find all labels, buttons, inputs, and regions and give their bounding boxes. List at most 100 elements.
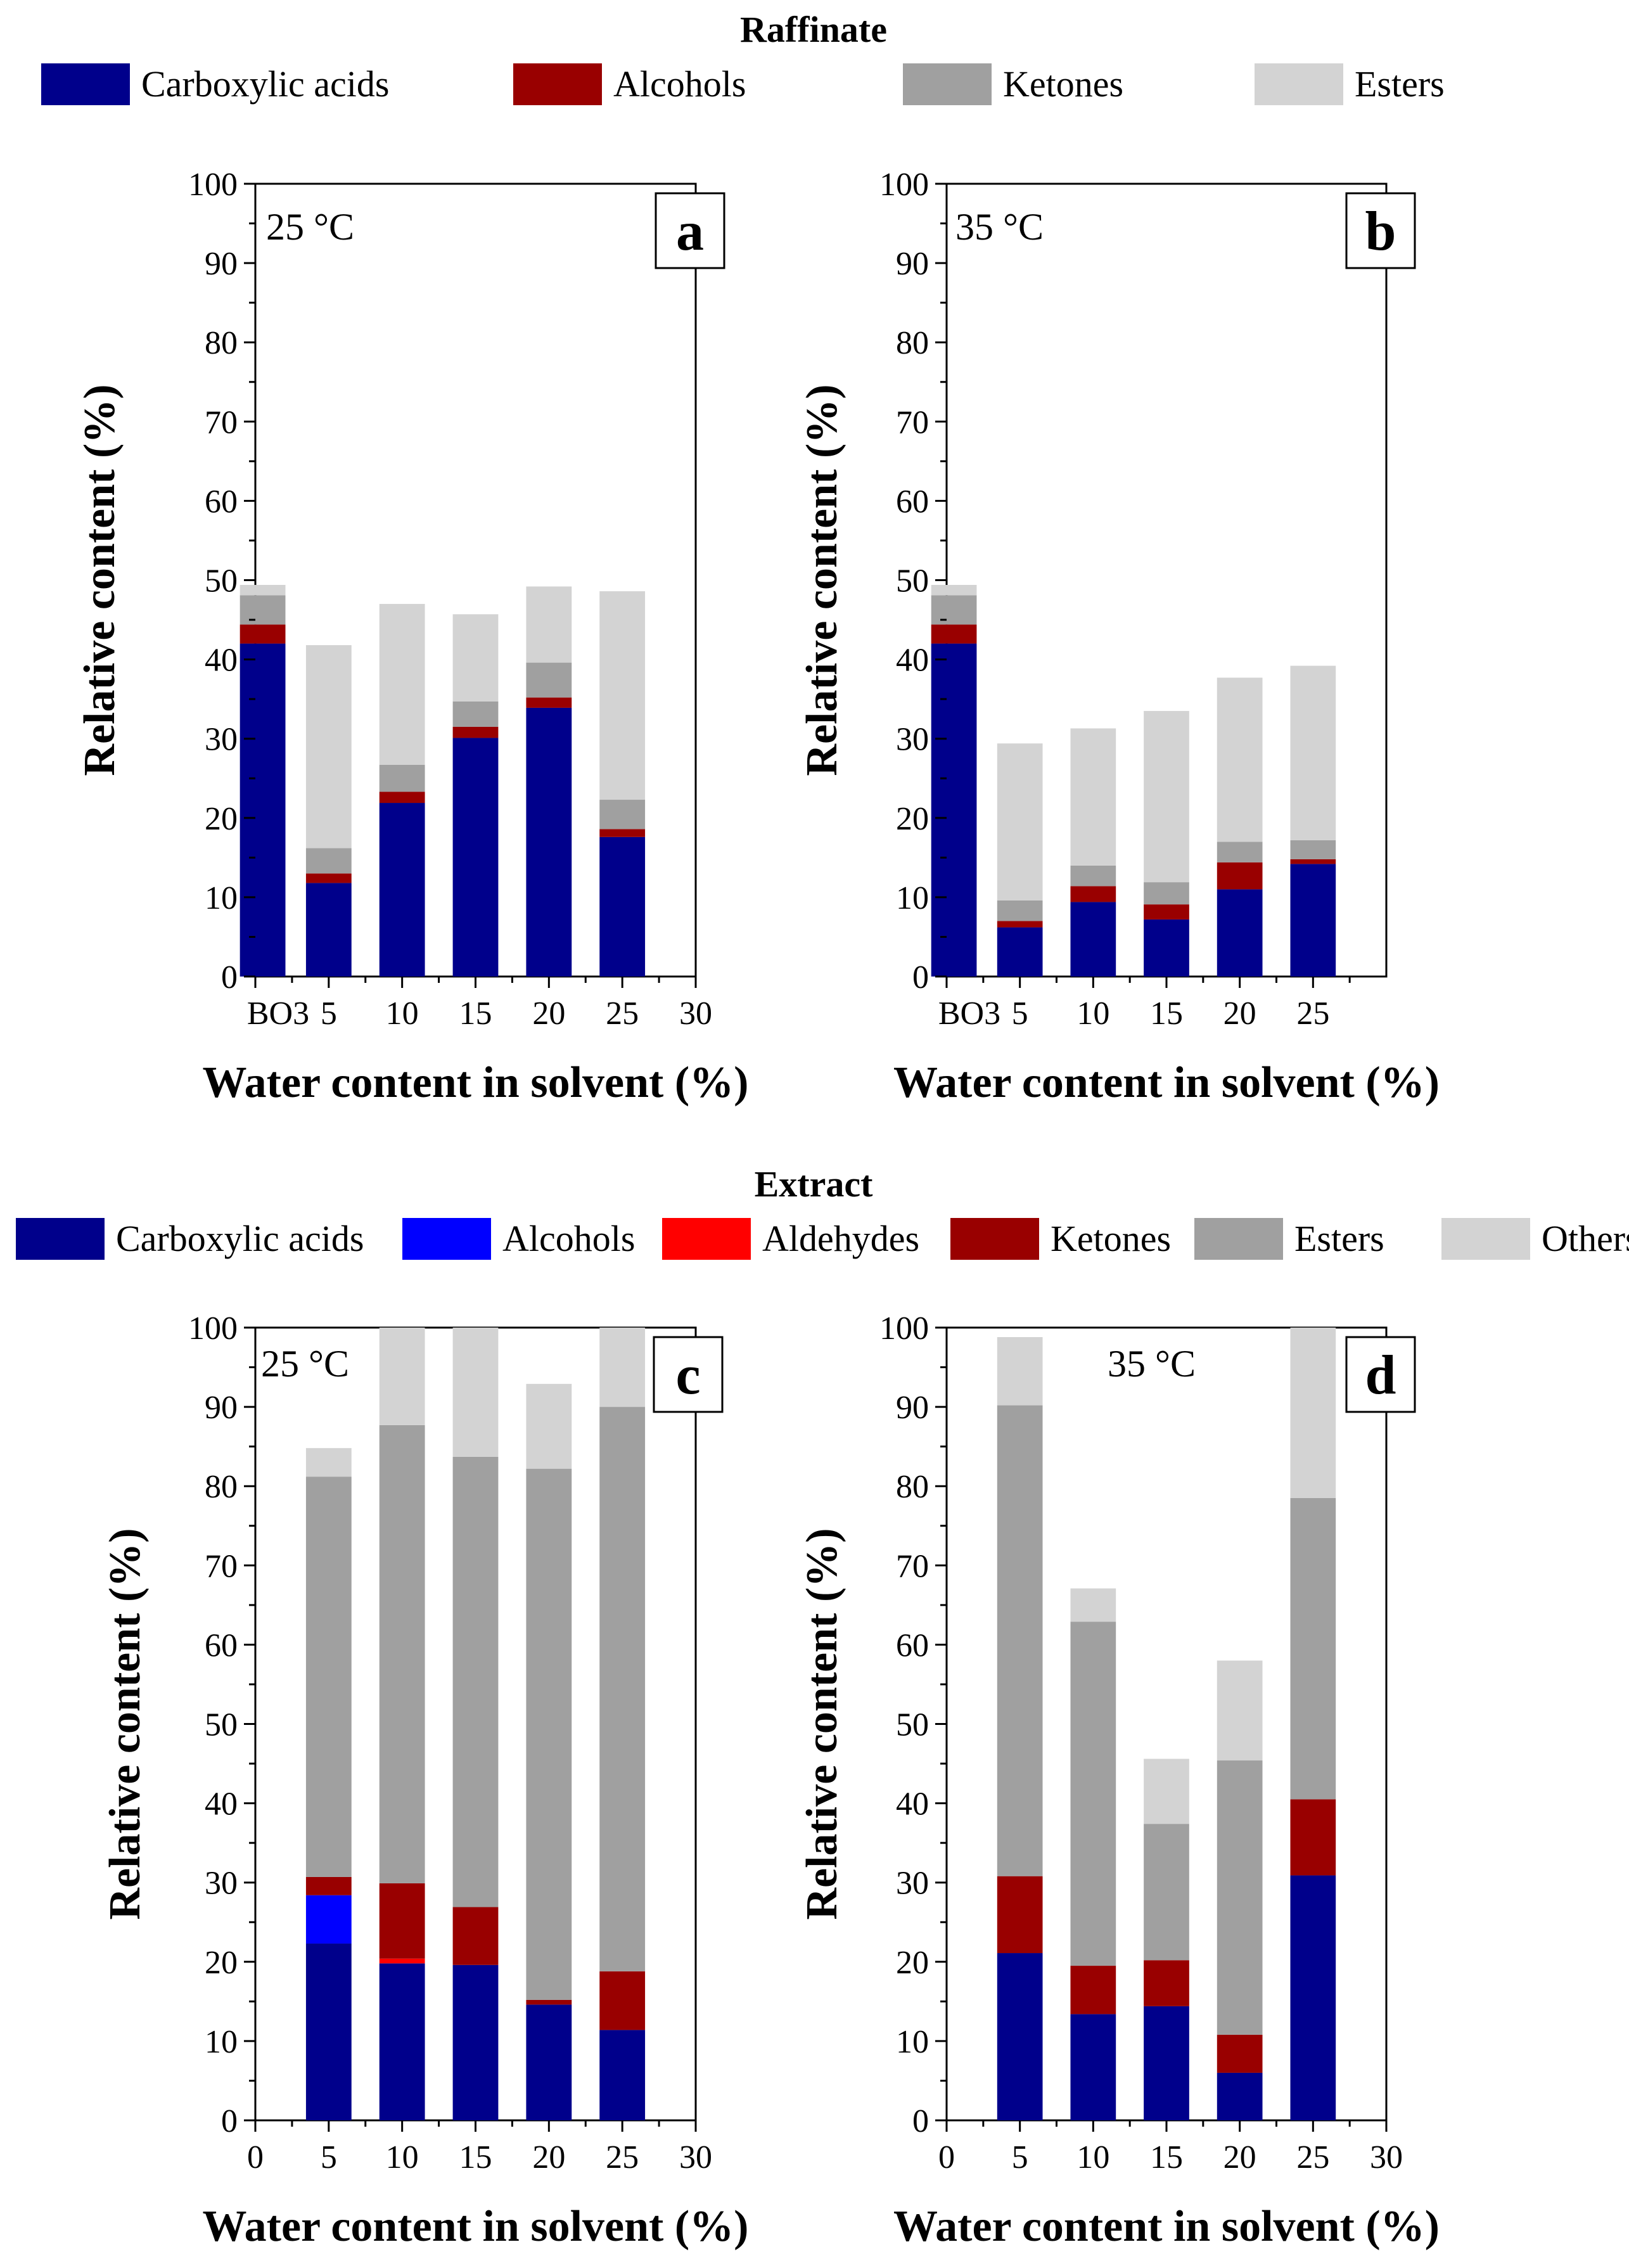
x-tick-label: 15 [459,2139,492,2175]
y-tick-label: 90 [896,246,929,282]
y-axis-title: Relative content (%) [798,1528,846,1919]
bar-segment-esters-25 [599,591,646,800]
panel-letter: b [1365,201,1396,262]
temperature-label: 35 °C [955,206,1044,248]
y-tick-label: 0 [912,2103,929,2139]
bar-segment-alcohols-10 [379,791,425,804]
temperature-label: 35 °C [1108,1343,1196,1385]
bar-segment-carboxylic-acids-25 [1290,864,1336,977]
x-tick-label: 10 [386,2139,419,2175]
y-tick-label: 30 [896,722,929,758]
legend-label-alcohols: Alcohols [613,63,746,105]
x-tick-label: 30 [1370,2139,1403,2175]
bar-segment-esters-20 [1217,1760,1263,2035]
bar-segment-esters-15 [452,614,499,702]
bar-segment-ketones-20 [526,662,572,698]
legend-swatch-carboxylic-acids [41,63,130,105]
x-tick-label: 5 [1012,996,1028,1032]
y-tick-label: 10 [896,2024,929,2060]
bar-segment-carboxylic-acids-5 [305,883,352,977]
bar-segment-alcohols-bo3 [931,624,977,644]
x-tick-label: 10 [1076,996,1109,1032]
panel-d: 0 10 20 30 40 50 60 70 80 90 100 0 5 10 15 20 25 30 Water … [798,1310,1440,2251]
y-tick-label: 10 [205,880,238,916]
bar-segment-alcohols-5 [305,873,352,883]
y-tick-label: 40 [205,1786,238,1823]
y-tick-label: 30 [205,1866,238,1902]
bar-segment-ketones-bo3 [240,595,286,625]
bar-segment-carboxylic-acids-10 [379,803,425,977]
legend-label-others: Others [1542,1218,1629,1259]
legend-swatch-alcohols [402,1218,491,1260]
bar-segment-carboxylic-acids-25 [1290,1875,1336,2120]
raffinate-legend: Carboxylic acids Alcohols Ketones Esters [41,63,1445,105]
x-tick-label: 20 [1223,2139,1256,2175]
x-axis-title: Water content in solvent (%) [203,2202,749,2251]
bar-segment-esters-10 [379,604,425,765]
bar-segment-ketones-15 [1144,882,1189,905]
legend-label-aldehydes: Aldehydes [762,1218,919,1259]
y-tick-label: 20 [896,801,929,837]
bar-segment-esters-10 [1070,728,1116,866]
temperature-label: 25 °C [266,206,354,248]
y-tick-label: 90 [205,246,238,282]
bar-segment-esters-15 [452,1456,499,1907]
y-tick-label: 0 [221,2103,238,2139]
legend-swatch-others [1441,1218,1530,1260]
legend-label-ketones: Ketones [1003,63,1123,105]
bar-segment-esters-10 [379,1425,425,1883]
legend-label-ketones: Ketones [1051,1218,1171,1259]
y-tick-label: 60 [205,1627,238,1663]
y-tick-label: 60 [896,1627,929,1663]
x-tick-label: 25 [606,2139,639,2175]
bar-segment-esters-15 [1144,710,1189,883]
bar-segment-ketones-bo3 [931,595,977,625]
y-tick-label: 70 [896,1548,929,1584]
y-tick-label: 80 [205,1469,238,1505]
legend-swatch-esters [1194,1218,1283,1260]
x-tick-label: 15 [1150,2139,1183,2175]
panel-a: 0 10 20 30 40 50 60 70 80 90 100 BO3 5 10 15 20 25 30 Wate… [75,167,748,1107]
y-tick-label: 100 [188,167,238,203]
y-tick-label: 100 [879,167,929,203]
y-tick-label: 60 [896,484,929,520]
legend-swatch-ketones [903,63,992,105]
y-tick-label: 50 [896,1707,929,1743]
x-tick-label: 10 [386,996,419,1032]
y-tick-label: 0 [912,959,929,996]
bar-segment-ketones-5 [305,848,352,874]
bar-segment-esters-5 [997,1405,1043,1876]
bar-segment-esters-20 [526,586,572,663]
x-tick-label: 15 [1150,996,1183,1032]
bar-segment-others-15 [1144,1759,1189,1824]
y-tick-label: 90 [896,1390,929,1426]
panel-letter: c [675,1345,700,1406]
bar-segment-esters-25 [1290,665,1336,840]
bar-segment-ketones-10 [1070,865,1116,887]
x-axis-title: Water content in solvent (%) [893,2202,1440,2251]
bar-segment-others-10 [1070,1588,1116,1622]
bar-segment-esters-bo3 [931,585,977,596]
legend-swatch-esters [1255,63,1343,105]
bar-segment-ketones-15 [452,701,499,727]
bar-segment-others-5 [305,1448,352,1477]
bar-segment-others-25 [599,1328,646,1407]
y-tick-label: 10 [896,880,929,916]
bar-segment-alcohols-15 [1144,904,1189,919]
panel-letter-box [653,1336,724,1413]
bar-segment-esters-10 [1070,1622,1116,1966]
bar-segment-esters-25 [1290,1497,1336,1800]
legend-label-carboxylic-acids: Carboxylic acids [116,1218,364,1259]
bar-segment-carboxylic-acids-20 [1217,2072,1263,2120]
bar-segment-esters-5 [305,645,352,849]
bar-segment-ketones-15 [1144,1960,1189,2006]
panel-letter-box [655,192,725,269]
y-tick-label: 70 [205,1548,238,1584]
legend-swatch-ketones [950,1218,1039,1260]
bar-segment-others-15 [452,1328,499,1457]
bar-segment-carboxylic-acids-10 [379,1963,425,2120]
y-tick-label: 100 [879,1310,929,1347]
bar-segment-ketones-5 [997,900,1043,921]
legend-swatch-aldehydes [662,1218,751,1260]
bar-segment-carboxylic-acids-bo3 [240,643,286,977]
